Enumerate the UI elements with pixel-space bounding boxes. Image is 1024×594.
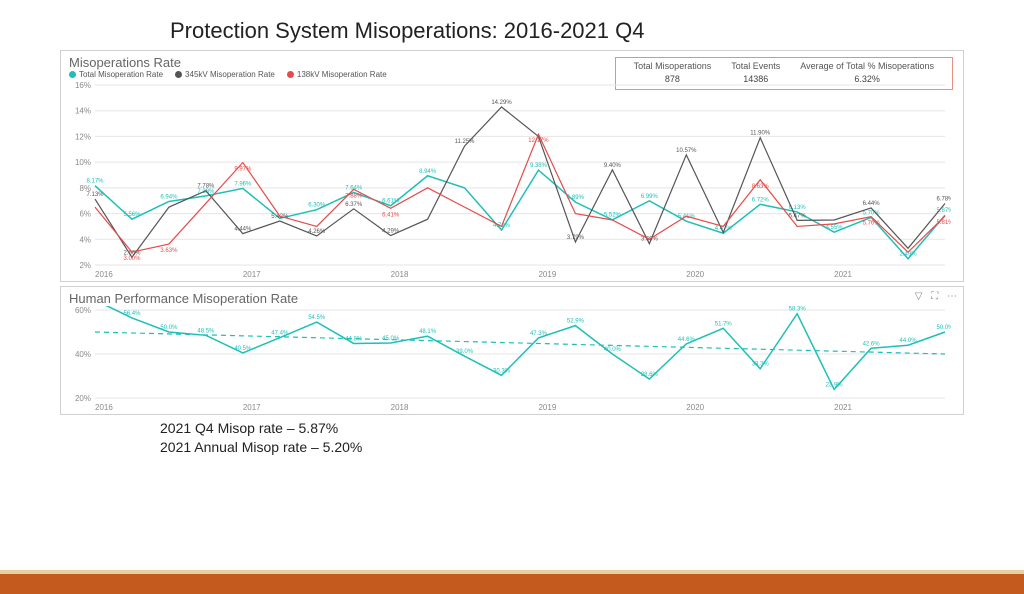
svg-text:7.88%: 7.88%	[345, 193, 363, 199]
svg-text:33.3%: 33.3%	[752, 362, 770, 368]
more-icon[interactable]: ⋯	[947, 291, 957, 302]
svg-text:50.0%: 50.0%	[160, 325, 178, 331]
svg-text:7.78%: 7.78%	[197, 184, 215, 190]
svg-text:2%: 2%	[79, 261, 91, 270]
svg-text:40.0%: 40.0%	[604, 347, 622, 353]
svg-text:16%: 16%	[75, 81, 91, 90]
chart2-plot: 20%40%60%20162017201820192020202164.5%56…	[61, 306, 963, 414]
svg-text:9.97%: 9.97%	[234, 167, 252, 173]
svg-text:44.8%: 44.8%	[345, 336, 363, 342]
svg-text:7.13%: 7.13%	[86, 192, 104, 198]
svg-text:2020: 2020	[686, 270, 704, 279]
svg-text:6.37%: 6.37%	[345, 202, 363, 208]
svg-text:4.44%: 4.44%	[234, 227, 252, 233]
svg-text:2020: 2020	[686, 403, 704, 412]
chart2-title: Human Performance Misoperation Rate	[61, 287, 963, 306]
svg-text:6%: 6%	[79, 210, 91, 219]
svg-text:2019: 2019	[538, 270, 556, 279]
svg-text:54.5%: 54.5%	[308, 315, 326, 321]
svg-text:6.61%: 6.61%	[382, 199, 400, 205]
svg-text:6.44%: 6.44%	[863, 201, 881, 207]
svg-text:4.26%: 4.26%	[308, 229, 326, 235]
page-title: Protection System Misoperations: 2016-20…	[170, 18, 1024, 44]
svg-text:4.29%: 4.29%	[382, 229, 400, 235]
svg-text:2018: 2018	[391, 270, 409, 279]
svg-text:20%: 20%	[75, 394, 91, 403]
svg-text:56.4%: 56.4%	[123, 311, 141, 317]
svg-text:50.0%: 50.0%	[936, 325, 951, 331]
svg-text:6.30%: 6.30%	[308, 203, 326, 209]
svg-text:28.6%: 28.6%	[641, 372, 659, 378]
svg-text:40%: 40%	[75, 350, 91, 359]
svg-text:11.90%: 11.90%	[750, 131, 771, 137]
svg-text:44.0%: 44.0%	[900, 338, 918, 344]
chart-panel-human-perf: ▽ ⛶ ⋯ Human Performance Misoperation Rat…	[60, 286, 964, 415]
svg-text:52.9%: 52.9%	[567, 319, 585, 325]
svg-text:5.81%: 5.81%	[936, 220, 951, 226]
filter-icon[interactable]: ▽	[915, 291, 923, 302]
svg-text:6.41%: 6.41%	[382, 212, 400, 218]
svg-text:4.55%: 4.55%	[826, 225, 844, 231]
svg-text:9.40%: 9.40%	[604, 163, 622, 169]
footer-bar	[0, 570, 1024, 594]
svg-text:6.72%: 6.72%	[752, 197, 770, 203]
svg-text:14%: 14%	[75, 107, 91, 116]
footnotes: 2021 Q4 Misop rate – 5.87%2021 Annual Mi…	[160, 419, 1024, 457]
svg-text:47.4%: 47.4%	[271, 331, 289, 337]
svg-text:60%: 60%	[75, 306, 91, 315]
svg-text:2016: 2016	[95, 270, 113, 279]
svg-text:6.99%: 6.99%	[641, 194, 659, 200]
chart1-plot: 2%4%6%8%10%12%14%16%20162017201820192020…	[61, 81, 963, 281]
svg-text:5.56%: 5.56%	[123, 212, 141, 218]
svg-text:10.57%: 10.57%	[676, 148, 697, 154]
svg-text:2021: 2021	[834, 270, 852, 279]
focus-icon[interactable]: ⛶	[931, 291, 938, 302]
svg-text:3.79%: 3.79%	[567, 235, 585, 241]
svg-text:2019: 2019	[538, 403, 556, 412]
panel-icons: ▽ ⛶ ⋯	[909, 291, 957, 302]
svg-text:40.5%: 40.5%	[234, 346, 252, 352]
svg-text:39.0%: 39.0%	[456, 349, 474, 355]
svg-text:12%: 12%	[75, 132, 91, 141]
svg-text:58.3%: 58.3%	[789, 307, 807, 313]
svg-text:30.3%: 30.3%	[493, 368, 511, 374]
svg-text:6.78%: 6.78%	[936, 197, 951, 203]
svg-text:2017: 2017	[243, 403, 261, 412]
svg-text:7.96%: 7.96%	[234, 181, 252, 187]
svg-text:45.0%: 45.0%	[382, 336, 400, 342]
svg-text:12.17%: 12.17%	[528, 138, 549, 144]
svg-text:8.94%: 8.94%	[419, 169, 437, 175]
svg-text:8.17%: 8.17%	[86, 179, 104, 185]
svg-text:5.76%: 5.76%	[863, 221, 881, 227]
svg-text:51.7%: 51.7%	[715, 321, 733, 327]
svg-text:6.94%: 6.94%	[160, 194, 178, 200]
svg-text:11.25%: 11.25%	[455, 139, 476, 145]
svg-text:7.64%: 7.64%	[345, 185, 363, 191]
svg-text:2021: 2021	[834, 403, 852, 412]
svg-text:9.38%: 9.38%	[530, 163, 548, 169]
svg-text:42.6%: 42.6%	[863, 341, 881, 347]
svg-text:2018: 2018	[391, 403, 409, 412]
svg-text:5.52%: 5.52%	[604, 213, 622, 219]
svg-text:4%: 4%	[79, 235, 91, 244]
svg-text:10%: 10%	[75, 158, 91, 167]
svg-text:2016: 2016	[95, 403, 113, 412]
svg-text:14.29%: 14.29%	[491, 100, 512, 106]
svg-text:5.42%: 5.42%	[271, 214, 289, 220]
svg-text:47.3%: 47.3%	[530, 331, 548, 337]
svg-text:44.6%: 44.6%	[678, 337, 696, 343]
svg-text:23.9%: 23.9%	[826, 382, 844, 388]
svg-text:3.63%: 3.63%	[160, 248, 178, 254]
chart-panel-misop-rate: Misoperations Rate Total Misoperation Ra…	[60, 50, 964, 282]
svg-text:3.00%: 3.00%	[123, 256, 141, 262]
svg-text:2017: 2017	[243, 270, 261, 279]
svg-text:48.1%: 48.1%	[419, 329, 437, 335]
svg-text:48.5%: 48.5%	[197, 328, 215, 334]
svg-text:8.63%: 8.63%	[752, 184, 770, 190]
